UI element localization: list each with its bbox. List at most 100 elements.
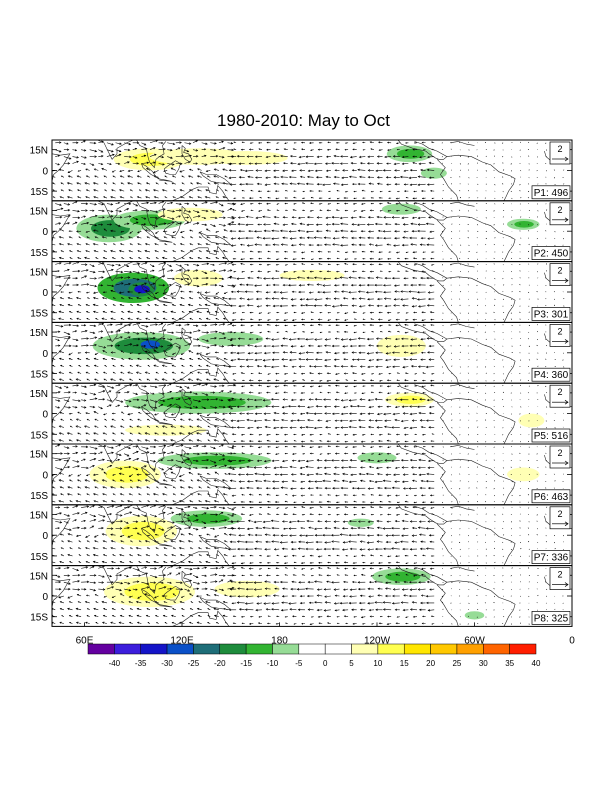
wind-arrowhead — [154, 385, 158, 389]
wind-arrowhead — [283, 257, 286, 260]
wind-vector — [334, 365, 340, 367]
wind-arrowhead — [222, 236, 226, 239]
wind-arrowhead — [298, 243, 302, 246]
wind-vector — [297, 183, 306, 185]
anomaly-core — [514, 220, 534, 228]
wind-arrowhead — [250, 270, 253, 273]
wind-vector — [214, 304, 219, 307]
wind-arrowhead — [404, 372, 407, 375]
wind-vector — [158, 262, 166, 265]
wind-vector — [81, 163, 86, 165]
wind-arrowhead — [275, 148, 278, 151]
wind-arrowhead — [145, 182, 149, 185]
wind-arrowhead — [325, 223, 329, 226]
wind-arrowhead — [237, 222, 240, 226]
wind-vector — [206, 378, 211, 381]
wind-arrowhead — [430, 379, 433, 382]
wind-arrowhead — [240, 372, 243, 374]
wind-arrowhead — [222, 196, 225, 199]
wind-vector — [214, 182, 219, 185]
wind-vector — [263, 359, 271, 361]
wind-arrowhead — [416, 405, 420, 409]
wind-vector — [218, 337, 226, 340]
wind-arrowhead — [187, 175, 191, 178]
wind-arrowhead — [136, 162, 139, 165]
wind-arrowhead — [136, 303, 139, 307]
wind-arrowhead — [300, 304, 303, 307]
wind-arrowhead — [121, 282, 124, 285]
wind-arrowhead — [342, 169, 345, 172]
wind-arrowhead — [284, 312, 287, 314]
wind-arrowhead — [74, 221, 78, 225]
wind-arrowhead — [119, 236, 122, 239]
wind-arrowhead — [93, 141, 97, 145]
wind-arrowhead — [190, 182, 192, 184]
wind-vector — [350, 156, 357, 158]
wind-arrowhead — [231, 318, 234, 321]
wind-vector — [318, 324, 323, 326]
wind-arrowhead — [103, 228, 106, 231]
wind-arrowhead — [101, 236, 105, 239]
wind-arrowhead — [275, 263, 278, 266]
wind-vector — [326, 230, 331, 232]
wind-arrowhead — [411, 216, 415, 219]
wind-arrowhead — [137, 278, 140, 281]
reference-vector-box — [549, 263, 571, 286]
wind-arrowhead — [414, 392, 416, 394]
wind-arrowhead — [135, 392, 139, 396]
wind-vector — [158, 163, 165, 165]
wind-arrowhead — [353, 210, 356, 212]
wind-vector — [218, 331, 225, 335]
wind-arrowhead — [222, 256, 225, 260]
wind-arrowhead — [306, 236, 310, 239]
wind-vector — [201, 217, 206, 219]
wind-vector — [94, 378, 99, 381]
wind-vector — [218, 390, 224, 394]
wind-arrowhead — [399, 398, 403, 401]
wind-vector — [394, 345, 400, 347]
wind-arrowhead — [284, 142, 287, 145]
wind-vector — [218, 284, 224, 287]
wind-vector — [210, 210, 215, 213]
wind-arrowhead — [100, 284, 104, 287]
wind-arrowhead — [369, 141, 372, 144]
wind-vector — [141, 338, 149, 341]
wind-arrowhead — [403, 190, 407, 193]
wind-vector — [93, 182, 99, 185]
wind-arrowhead — [386, 385, 389, 388]
wind-arrowhead — [378, 196, 381, 199]
wind-arrowhead — [195, 392, 198, 395]
wind-arrowhead — [298, 290, 301, 294]
wind-vector — [223, 250, 228, 253]
wind-arrowhead — [100, 223, 104, 226]
wind-arrowhead — [428, 405, 432, 409]
wind-arrowhead — [102, 357, 105, 360]
wind-vector — [89, 223, 97, 226]
wind-vector — [245, 170, 254, 172]
wind-arrowhead — [171, 331, 175, 334]
wind-vector — [132, 331, 139, 335]
wind-vector — [167, 391, 172, 394]
wind-arrowhead — [333, 154, 337, 158]
wind-arrowhead — [371, 331, 373, 333]
wind-arrowhead — [422, 251, 425, 253]
wind-vector — [227, 390, 232, 394]
wind-arrowhead — [135, 156, 138, 159]
coastline — [52, 335, 71, 381]
wind-arrowhead — [204, 148, 207, 151]
wind-arrowhead — [143, 154, 147, 157]
wind-arrowhead — [215, 330, 218, 333]
wind-arrowhead — [137, 250, 140, 252]
wind-arrowhead — [77, 170, 80, 172]
wind-arrowhead — [119, 169, 122, 173]
wind-arrowhead — [111, 189, 114, 192]
wind-vector — [197, 358, 202, 360]
wind-arrowhead — [195, 324, 199, 327]
wind-vector — [127, 413, 133, 415]
wind-vector — [305, 304, 314, 307]
wind-arrowhead — [354, 392, 356, 394]
wind-arrowhead — [161, 378, 165, 381]
wind-arrowhead — [387, 210, 390, 212]
wind-arrowhead — [196, 210, 200, 214]
